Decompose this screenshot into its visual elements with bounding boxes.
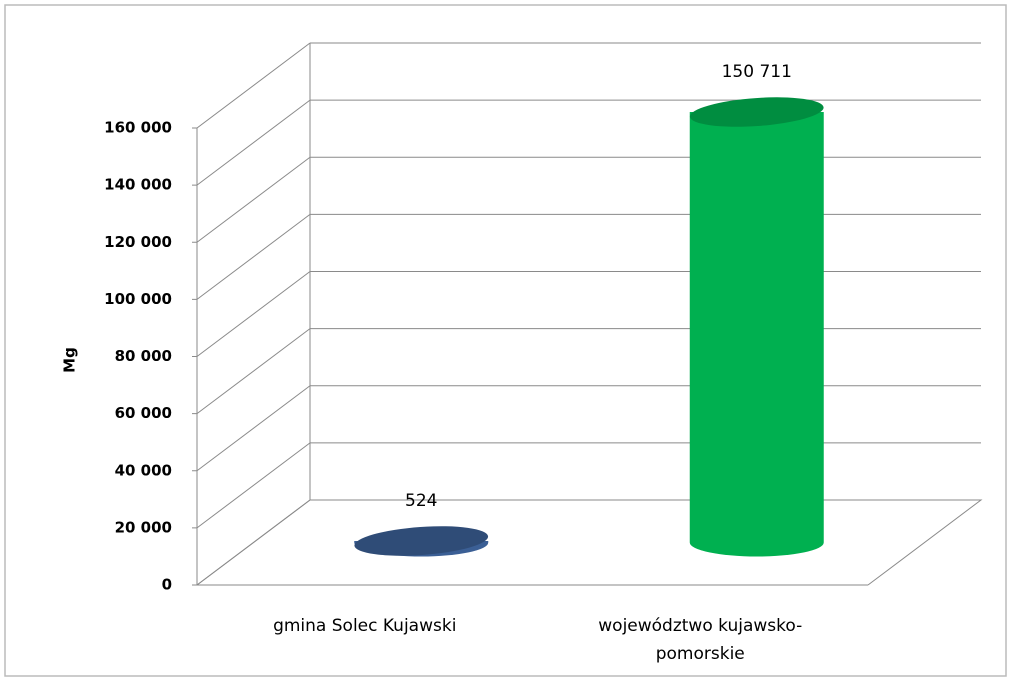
y-tick-label: 40 000 [115,461,172,479]
grid-line [196,499,311,586]
y-axis-label: Mg [61,347,79,373]
y-tick-label: 0 [162,576,172,594]
grid-line [196,385,311,472]
y-tick-label: 120 000 [104,233,172,251]
grid-line [196,442,311,529]
grid-line [196,99,311,186]
grid-line [196,213,311,300]
cylinder-top [354,526,489,556]
grid-line [196,328,311,415]
grid-line [196,156,311,243]
y-tick-label: 100 000 [104,290,172,308]
grid-line [196,271,311,357]
grid-line [196,42,311,129]
data-label: 524 [405,491,437,511]
floor [196,499,983,586]
y-tick-label: 160 000 [104,119,172,137]
chart-border [4,4,1007,677]
y-tick-label: 140 000 [104,176,172,194]
data-label: 150 711 [722,62,792,82]
y-tick-label: 60 000 [115,404,172,422]
y-tick-label: 20 000 [115,518,172,536]
cylinder-top [689,97,824,127]
cylinder [689,97,824,557]
cylinder-body [689,112,824,557]
x-tick-label: województwo kujawsko-pomorskie [598,616,803,664]
y-tick-label: 80 000 [115,347,172,365]
x-tick-label: gmina Solec Kujawski [273,616,457,636]
cylinder [354,526,489,557]
